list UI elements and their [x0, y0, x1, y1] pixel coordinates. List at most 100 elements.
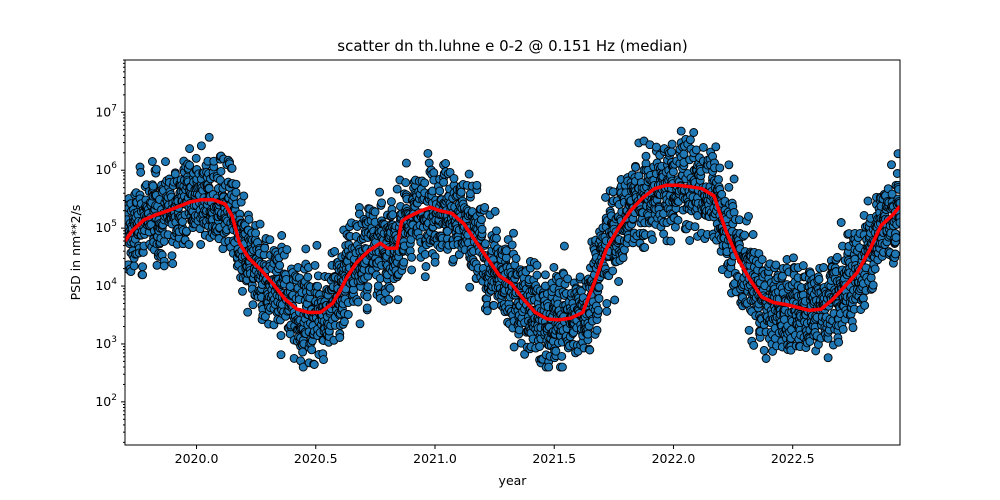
- scatter-point: [251, 228, 261, 238]
- scatter-point: [335, 333, 345, 342]
- scatter-point: [161, 157, 170, 167]
- scatter-point: [298, 362, 308, 372]
- scatter-point: [549, 262, 559, 272]
- x-tick-label: 2022.5: [771, 451, 815, 466]
- scatter-point: [668, 167, 678, 177]
- scatter-point: [892, 169, 900, 178]
- scatter-point: [260, 243, 270, 253]
- scatter-point: [456, 187, 466, 197]
- scatter-point: [863, 196, 873, 206]
- scatter-point: [375, 187, 385, 197]
- scatter-point: [489, 300, 499, 310]
- scatter-point: [377, 198, 387, 208]
- scatter-point: [490, 206, 500, 216]
- scatter-point: [312, 240, 322, 250]
- y-tick-label: 105: [95, 219, 117, 235]
- scatter-point: [276, 331, 286, 340]
- scatter-point: [685, 236, 695, 245]
- scatter-point: [363, 282, 373, 292]
- scatter-point: [848, 323, 858, 333]
- scatter-point: [239, 191, 249, 201]
- scatter-point: [464, 169, 474, 179]
- scatter-point: [138, 270, 148, 280]
- scatter-point: [392, 184, 402, 194]
- scatter-point: [836, 218, 846, 227]
- y-tick-label: 107: [95, 103, 117, 119]
- scatter-point: [532, 260, 542, 270]
- scatter-point: [184, 240, 194, 249]
- scatter-point: [449, 173, 459, 183]
- scatter-point: [585, 345, 595, 355]
- scatter-point: [204, 132, 214, 142]
- scatter-point: [814, 274, 824, 284]
- scatter-point: [147, 157, 157, 166]
- y-axis-label: PSD in nm**2/s: [68, 205, 83, 301]
- scatter-point: [715, 163, 725, 173]
- scatter-point: [535, 342, 545, 351]
- scatter-point: [309, 360, 319, 369]
- scatter-point: [388, 210, 398, 220]
- scatter-point: [601, 192, 610, 202]
- scatter-point: [275, 260, 285, 270]
- scatter-point: [196, 141, 206, 151]
- x-axis-label: year: [499, 473, 528, 488]
- scatter-point: [423, 148, 433, 158]
- scatter-point: [711, 142, 721, 152]
- scatter-point: [667, 147, 676, 157]
- scatter-point: [563, 274, 573, 284]
- scatter-point: [407, 265, 417, 275]
- scatter-point: [594, 294, 604, 303]
- median-line: [125, 183, 900, 322]
- scatter-point: [216, 166, 226, 176]
- scatter-point: [592, 325, 602, 335]
- scatter-point: [399, 257, 409, 267]
- scatter-point: [227, 163, 237, 173]
- scatter-point: [891, 233, 900, 242]
- scatter-point: [282, 245, 292, 255]
- scatter-point: [602, 299, 612, 308]
- scatter-point: [895, 218, 900, 228]
- scatter-point: [761, 354, 771, 363]
- scatter-point: [507, 240, 517, 250]
- y-axis: 102 103 104 105 106 107: [95, 59, 125, 443]
- x-tick-label: 2022.0: [652, 451, 696, 466]
- scatter-point: [420, 249, 430, 259]
- scatter-point: [191, 153, 201, 163]
- scatter-point: [276, 350, 286, 360]
- scatter-point: [420, 178, 430, 188]
- scatter-point: [618, 253, 628, 263]
- y-tick-label: 102: [95, 393, 117, 409]
- x-tick-label: 2021.5: [532, 451, 576, 466]
- scatter-point: [610, 295, 620, 305]
- scatter-point: [559, 241, 569, 251]
- scatter-point: [823, 353, 833, 363]
- scatter-point: [819, 263, 829, 272]
- scatter-point: [319, 355, 328, 365]
- scatter-point: [407, 252, 417, 262]
- chart-title: scatter dn th.luhne e 0-2 @ 0.151 Hz (me…: [337, 37, 687, 55]
- scatter-point: [181, 226, 191, 236]
- scatter-point: [482, 306, 492, 316]
- scatter-point: [895, 198, 900, 208]
- scatter-point: [185, 160, 195, 170]
- scatter-point: [343, 310, 353, 319]
- scatter-point: [465, 282, 475, 292]
- scatter-point: [744, 325, 754, 335]
- scatter-point: [501, 246, 511, 256]
- scatter-point: [757, 255, 767, 264]
- scatter-point: [509, 342, 519, 352]
- scatter-point: [310, 260, 320, 270]
- scatter-point: [673, 215, 683, 225]
- scatter-point: [698, 142, 708, 152]
- scatter-point: [362, 292, 372, 302]
- y-tick-label: 106: [95, 161, 117, 177]
- scatter-point: [729, 174, 739, 184]
- scatter-point: [480, 202, 490, 212]
- scatter-point: [168, 259, 178, 269]
- scatter-point: [435, 186, 445, 196]
- scatter-point: [893, 149, 900, 159]
- scatter-point: [724, 160, 734, 170]
- scatter-point: [689, 128, 699, 137]
- scatter-point: [386, 197, 396, 207]
- scatter-point: [789, 253, 798, 263]
